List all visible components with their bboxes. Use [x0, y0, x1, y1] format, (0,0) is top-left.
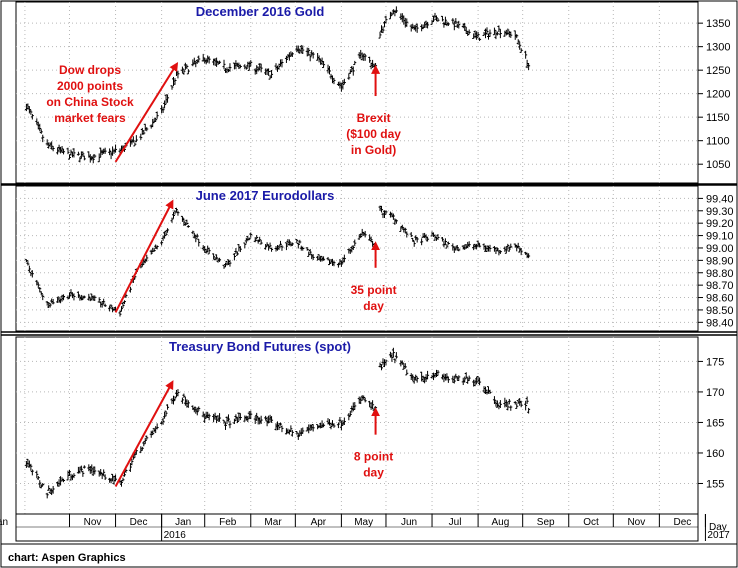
- y-tick-label: 98.70: [706, 280, 734, 292]
- y-tick-label: 99.00: [706, 243, 734, 255]
- annotation-text: 8 point day: [354, 450, 393, 480]
- x-tick-label: Apr: [311, 517, 327, 528]
- y-tick-label: 1200: [706, 89, 730, 101]
- x-axis: Nov Dec Jan Feb Mar Apr May Jun Jul Aug Sep Oct Nov D…: [0, 513, 737, 545]
- x-tick-label: Aug: [491, 517, 509, 528]
- rally-arrow: [114, 61, 179, 163]
- chart-credit: chart: Aspen Graphics: [8, 552, 126, 564]
- x-tick-label: Dec: [674, 517, 692, 528]
- y-tick-label: 98.60: [706, 293, 734, 305]
- panel-title: June 2017 Eurodollars: [196, 188, 335, 203]
- y-tick-label: 1050: [706, 159, 730, 171]
- annotation-text: 35 point day: [351, 283, 397, 313]
- chart-panel-2: 98.4098.5098.6098.7098.8098.9099.0099.10…: [15, 185, 734, 332]
- rally-arrow: [114, 199, 174, 313]
- chart-panel-1: 1050 1100 1150 1200 1250 1300 1350 December 201…: [15, 1, 730, 184]
- y-tick-label: 98.40: [706, 317, 734, 329]
- y-tick-label: 1350: [706, 18, 730, 30]
- x-tick-label: Jun: [401, 517, 417, 528]
- y-tick-label: 98.50: [706, 305, 734, 317]
- price-bars: [24, 205, 531, 317]
- x-tick-label: May: [354, 517, 373, 528]
- year-label: 2017: [707, 530, 730, 541]
- x-axis-unit: Day: [709, 522, 727, 533]
- x-tick-label: Jul: [449, 517, 462, 528]
- price-bars: [24, 347, 531, 499]
- panels: 1050 1100 1150 1200 1250 1300 1350 December 201…: [1, 1, 737, 515]
- plot-area: [15, 185, 699, 332]
- y-tick-label: 1100: [706, 136, 730, 148]
- plot-area: [15, 1, 699, 184]
- y-tick-label: 155: [706, 478, 724, 490]
- y-tick-label: 98.80: [706, 268, 734, 280]
- plot-area: [15, 336, 699, 515]
- x-tick-label: Oct: [583, 517, 599, 528]
- x-tick-label: Jan: [0, 517, 8, 528]
- panel-title: December 2016 Gold: [196, 4, 325, 19]
- panel-title: Treasury Bond Futures (spot): [169, 339, 351, 354]
- x-tick-label: Nov: [627, 517, 645, 528]
- annotation-text: Brexit ($100 day in Gold): [346, 111, 401, 157]
- x-tick-label: Feb: [219, 517, 237, 528]
- annotation-text: Dow drops 2000 points on China Stock market…: [46, 63, 134, 125]
- year-label: 2016: [164, 530, 187, 541]
- y-tick-label: 165: [706, 417, 724, 429]
- y-tick-label: 1300: [706, 42, 730, 54]
- y-tick-label: 99.10: [706, 231, 734, 243]
- y-tick-label: 99.40: [706, 193, 734, 205]
- y-tick-label: 98.90: [706, 255, 734, 267]
- y-tick-label: 99.30: [706, 206, 734, 218]
- x-tick-label: Mar: [264, 517, 282, 528]
- y-tick-label: 99.20: [706, 218, 734, 230]
- price-bars: [24, 6, 531, 164]
- chart-panel-3: 155 160 165 170 175 Treasury Bond Futures (sp…: [15, 336, 724, 515]
- x-axis-band: [15, 513, 699, 542]
- rally-arrow: [114, 380, 174, 488]
- y-tick-label: 160: [706, 448, 724, 460]
- x-tick-label: Jan: [175, 517, 191, 528]
- y-tick-label: 1250: [706, 65, 730, 77]
- x-tick-label: Nov: [84, 517, 102, 528]
- y-tick-label: 170: [706, 387, 724, 399]
- x-tick-label: Dec: [130, 517, 148, 528]
- y-tick-label: 175: [706, 356, 724, 368]
- x-tick-label: Sep: [537, 517, 555, 528]
- y-tick-label: 1150: [706, 112, 730, 124]
